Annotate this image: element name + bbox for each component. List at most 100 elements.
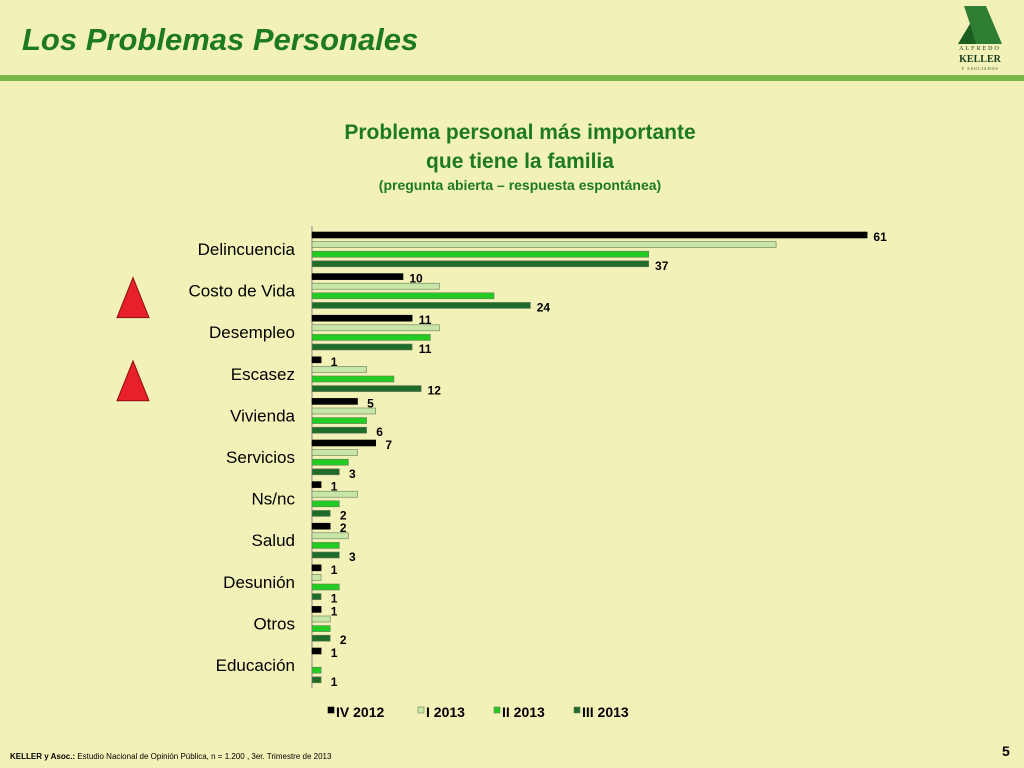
bar (311, 542, 340, 549)
logo-text-top: ALFREDO (959, 46, 1001, 52)
category-label: Vivienda (230, 406, 295, 425)
chart-title-line-2: que tiene la familia (426, 150, 614, 173)
bar (311, 417, 367, 424)
bar (311, 241, 777, 248)
bar (311, 426, 367, 434)
bar (311, 625, 331, 632)
data-label: 7 (385, 438, 392, 452)
data-label: 1 (331, 563, 338, 577)
bar (311, 500, 340, 508)
data-label: 2 (340, 508, 347, 522)
bar (311, 314, 413, 322)
data-label: 1 (331, 480, 338, 494)
header-divider (0, 75, 1024, 81)
data-label: 12 (428, 384, 442, 398)
source-description: Estudio Nacional de Opinión Pública, n =… (75, 752, 332, 761)
chart-subtitle: (pregunta abierta – respuesta espontánea… (378, 177, 662, 193)
category-label: Educación (216, 656, 295, 675)
bar (311, 398, 358, 405)
category-label: Salud (252, 531, 295, 550)
category-label: Desempleo (209, 323, 295, 342)
bar (311, 260, 650, 268)
bar (311, 385, 422, 392)
bar (311, 282, 440, 290)
bar (311, 551, 340, 559)
bar (311, 356, 322, 364)
logo-text-sub: Y ASOCIADOS (961, 66, 999, 71)
bar (311, 366, 367, 373)
category-label: Ns/nc (252, 490, 296, 509)
bar (311, 250, 650, 258)
warning-triangle-icon (116, 359, 150, 402)
category-label: Otros (253, 614, 295, 633)
category-label: Desunión (223, 573, 295, 592)
data-label: 37 (655, 259, 669, 273)
legend-swatch (327, 706, 335, 714)
data-label: 11 (419, 313, 432, 327)
legend-label: IV 2012 (336, 704, 384, 720)
data-label: 6 (376, 425, 383, 439)
data-label: 24 (537, 300, 551, 314)
warning-triangle-icon (116, 276, 150, 319)
bar (311, 583, 340, 591)
chart-title: Problema personal más importante que tie… (300, 118, 740, 176)
logo-text-main: KELLER (959, 54, 1001, 65)
company-logo: ALFREDO KELLER Y ASOCIADOS (950, 4, 1010, 72)
bar (311, 302, 531, 309)
data-label: 5 (367, 396, 374, 410)
bar (311, 343, 413, 351)
page-title: Los Problemas Personales (22, 22, 419, 57)
legend-label: III 2013 (582, 704, 629, 720)
bar (311, 676, 322, 684)
data-label: 1 (331, 592, 338, 606)
bar (311, 449, 358, 456)
bar (311, 574, 322, 581)
data-label: 1 (331, 604, 338, 618)
data-label: 3 (349, 550, 356, 564)
chart-title-line-1: Problema personal más importante (344, 121, 696, 144)
legend-swatch (493, 706, 501, 714)
bar (311, 375, 395, 383)
category-label: Costo de Vida (189, 282, 296, 301)
bar (311, 490, 358, 498)
legend-swatch (573, 706, 581, 714)
bar (311, 324, 440, 332)
bar (311, 593, 322, 600)
bar (311, 564, 322, 572)
bar (311, 458, 349, 466)
data-label: 61 (873, 230, 887, 244)
category-label: Escasez (231, 365, 295, 384)
bar (311, 510, 331, 517)
data-label: 1 (331, 646, 338, 660)
bar (311, 231, 868, 239)
source-footnote: KELLER y Asoc.: Estudio Nacional de Opin… (10, 752, 331, 761)
bar (311, 407, 377, 415)
category-label: Delincuencia (198, 240, 296, 259)
legend-label: I 2013 (426, 704, 465, 720)
data-label: 10 (409, 272, 423, 286)
bar (311, 334, 431, 341)
bar (311, 439, 377, 447)
bar (311, 292, 495, 300)
logo-mark-icon (958, 6, 1002, 44)
source-author: KELLER y Asoc.: (10, 752, 76, 761)
data-label: 2 (340, 521, 347, 535)
bar (311, 666, 322, 674)
legend-swatch (417, 706, 425, 714)
bar (311, 615, 331, 623)
bar (311, 273, 404, 280)
legend-label: II 2013 (502, 704, 545, 720)
data-label: 1 (331, 355, 338, 369)
data-label: 1 (331, 675, 338, 689)
bar (311, 634, 331, 642)
page-number: 5 (1002, 743, 1010, 759)
bar (311, 647, 322, 655)
bar (311, 481, 322, 488)
bar (311, 522, 331, 530)
category-label: Servicios (226, 448, 295, 467)
data-label: 2 (340, 633, 347, 647)
data-label: 11 (419, 342, 432, 356)
data-label: 3 (349, 467, 356, 481)
bar (311, 532, 349, 540)
